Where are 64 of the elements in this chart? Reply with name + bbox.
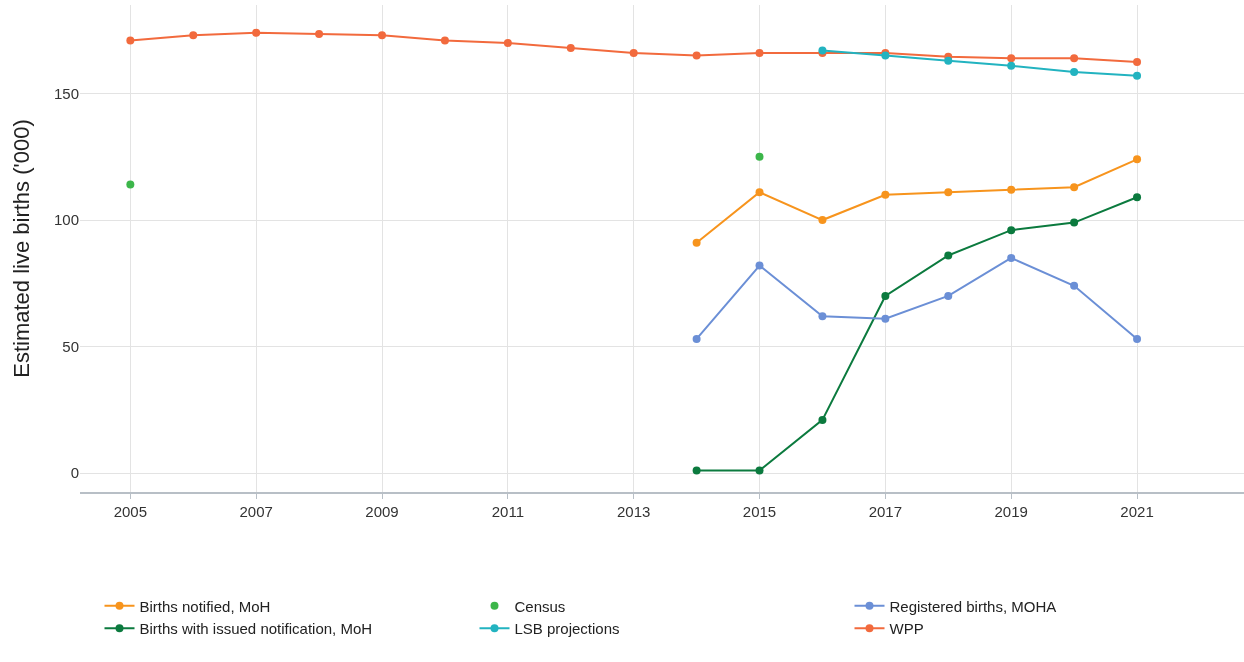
x-tick-label: 2011	[491, 503, 524, 520]
point	[692, 466, 701, 475]
y-tick-label: 100	[53, 211, 79, 229]
x-tick-label: 2009	[365, 503, 399, 520]
point	[126, 180, 135, 189]
point	[1133, 57, 1142, 66]
legend-label: Census	[514, 597, 566, 615]
point	[126, 36, 135, 45]
legend-label: WPP	[889, 620, 924, 637]
x-tick-label: 2015	[742, 503, 777, 520]
point	[1133, 71, 1142, 80]
point	[944, 56, 953, 65]
point	[1133, 334, 1142, 343]
legend-label: LSB projections	[514, 620, 620, 637]
point	[881, 314, 890, 323]
x-tick-label: 2017	[868, 503, 903, 520]
y-tick-label: 0	[70, 464, 79, 482]
point	[944, 291, 953, 300]
point	[944, 188, 953, 197]
point	[1070, 183, 1079, 192]
x-tick-label: 2007	[239, 503, 273, 520]
point	[692, 334, 701, 343]
point	[944, 251, 953, 260]
x-tick-label: 2013	[617, 503, 651, 520]
point	[755, 466, 764, 475]
x-tick-label: 2021	[1120, 503, 1154, 520]
point	[189, 31, 198, 40]
legend-label: Births with issued notification, MoH	[139, 620, 373, 637]
legend-label: Births notified, MoH	[139, 597, 271, 615]
point	[440, 36, 449, 45]
point	[503, 38, 512, 47]
point	[1007, 226, 1016, 235]
point	[629, 49, 638, 58]
x-tick-label: 2019	[994, 503, 1028, 520]
point	[755, 152, 764, 161]
point	[881, 190, 890, 199]
point	[818, 312, 827, 321]
point	[692, 238, 701, 247]
point	[755, 49, 764, 58]
point	[755, 188, 764, 197]
point	[1133, 193, 1142, 202]
point	[1007, 61, 1016, 70]
y-tick-label: 150	[53, 84, 79, 102]
point	[818, 216, 827, 225]
point	[1070, 54, 1079, 63]
point	[1070, 281, 1079, 290]
point	[692, 51, 701, 60]
point	[566, 44, 575, 53]
point	[252, 28, 261, 37]
point	[1007, 185, 1016, 194]
point	[1007, 253, 1016, 262]
x-tick-label: 2005	[113, 503, 148, 520]
y-axis-title: Estimated live births ('000)	[8, 119, 34, 378]
point	[755, 261, 764, 270]
point	[1070, 218, 1079, 227]
y-tick-label: 50	[62, 337, 79, 355]
point	[315, 30, 324, 39]
point	[1007, 54, 1016, 63]
point	[881, 291, 890, 300]
point	[1070, 68, 1079, 77]
point	[378, 31, 387, 40]
legend-label: Registered births, MOHA	[889, 597, 1057, 615]
point	[818, 415, 827, 424]
point	[1133, 155, 1142, 164]
